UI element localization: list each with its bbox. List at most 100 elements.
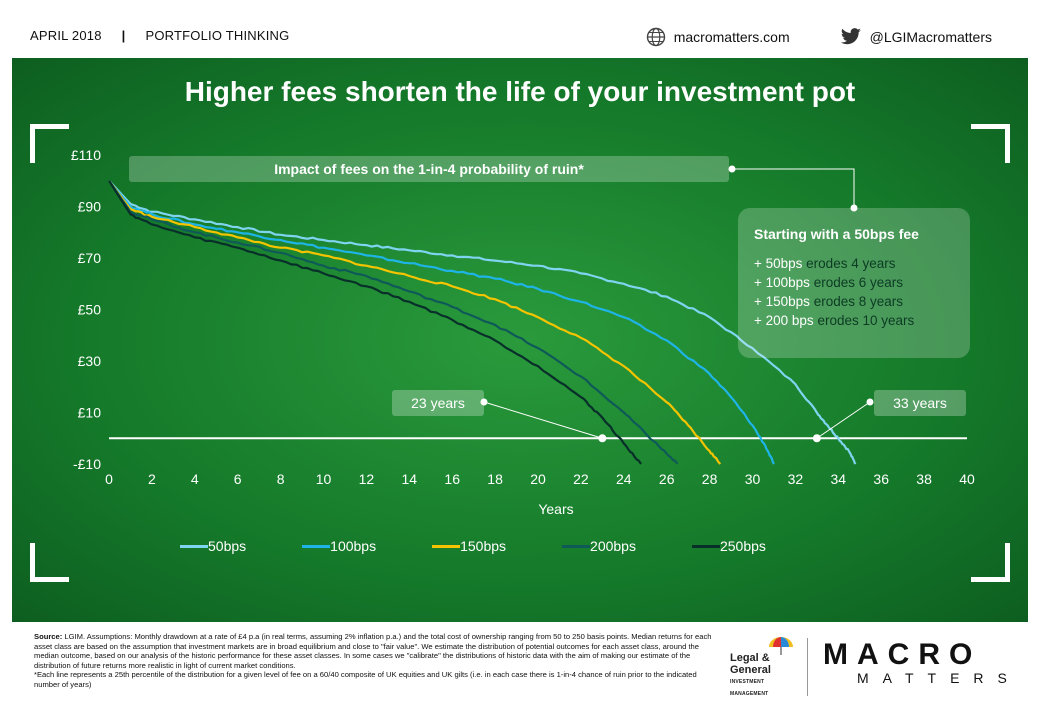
annotation-23-years: 23 years — [392, 390, 484, 416]
y-tick-label: £10 — [78, 405, 102, 421]
footer: Source: LGIM. Assumptions: Monthly drawd… — [12, 626, 1028, 710]
logo-divider — [807, 638, 808, 696]
x-tick-label: 10 — [316, 471, 332, 487]
legend-swatch — [691, 544, 720, 548]
frame-corner-bottom-left — [30, 543, 69, 582]
impact-label: Impact of fees on the 1-in-4 probability… — [129, 156, 729, 182]
source-note: Source: LGIM. Assumptions: Monthly drawd… — [34, 632, 714, 690]
callout-text: erodes 4 years — [802, 256, 896, 271]
legend-label: 50bps — [208, 538, 247, 554]
callout-item: + 50bps erodes 4 years — [754, 254, 970, 273]
x-tick-label: 40 — [959, 471, 975, 487]
globe-icon — [646, 27, 665, 47]
twitter-bird-icon — [840, 28, 861, 45]
header-section: PORTFOLIO THINKING — [145, 28, 290, 43]
callout-box: Starting with a 50bps fee + 50bps erodes… — [738, 208, 970, 358]
source-text: LGIM. Assumptions: Monthly drawdown at a… — [34, 632, 712, 670]
ruin-point-33 — [812, 434, 821, 443]
legend-label: 200bps — [590, 538, 636, 554]
connector-dot — [480, 398, 488, 406]
header-right: macromatters.com @LGIMacromatters — [646, 27, 992, 47]
series-line-150bps — [108, 180, 722, 465]
callout-item: + 150bps erodes 8 years — [754, 292, 970, 311]
x-tick-label: 22 — [573, 471, 589, 487]
y-tick-label: -£10 — [73, 456, 101, 472]
legend-swatch — [432, 544, 461, 548]
x-tick-label: 38 — [916, 471, 932, 487]
callout-fee: + 50bps — [754, 256, 803, 271]
lg-logo-line1: Legal & — [730, 652, 770, 664]
x-axis-label: Years — [538, 501, 573, 517]
mm-logo-top: MACRO — [823, 638, 982, 671]
series-line-200bps — [108, 180, 679, 465]
frame-corner-top-right — [971, 124, 1010, 163]
callout-list: + 50bps erodes 4 years + 100bps erodes 6… — [738, 254, 970, 330]
legend-item-100bps: 100bps — [302, 538, 376, 554]
x-tick-label: 12 — [359, 471, 375, 487]
x-tick-label: 6 — [234, 471, 242, 487]
x-tick-label: 8 — [277, 471, 285, 487]
x-tick-label: 16 — [444, 471, 460, 487]
callout-text: erodes 6 years — [809, 275, 903, 290]
x-tick-label: 28 — [702, 471, 718, 487]
x-tick-label: 24 — [616, 471, 632, 487]
series-line-250bps — [108, 180, 642, 465]
header-bar: APRIL 2018 | PORTFOLIO THINKING macromatte… — [12, 10, 1028, 60]
y-tick-label: £50 — [78, 302, 102, 318]
annotation-connectors — [480, 165, 874, 443]
connector-dot — [850, 204, 858, 212]
x-tick-label: 26 — [659, 471, 675, 487]
callout-heading: Starting with a 50bps fee — [754, 226, 919, 242]
mm-logo-bottom: MATTERS — [857, 670, 1021, 686]
impact-connector — [732, 168, 855, 208]
annotation-33-years: 33 years — [874, 390, 966, 416]
legend: 50bps 100bps 150bps 200bps 250bps — [180, 538, 766, 554]
ruin-point-23 — [598, 434, 607, 443]
connector-dot — [728, 165, 736, 173]
legend-item-200bps: 200bps — [562, 538, 636, 554]
callout-text: erodes 8 years — [809, 294, 903, 309]
x-tick-label: 30 — [745, 471, 761, 487]
x-tick-label: 4 — [191, 471, 199, 487]
x-tick-label: 0 — [105, 471, 113, 487]
legend-swatch — [180, 544, 208, 548]
x-tick-label: 20 — [530, 471, 546, 487]
legend-swatch — [562, 544, 591, 548]
legend-item-150bps: 150bps — [432, 538, 506, 554]
chart-panel: Higher fees shorten the life of your inv… — [12, 58, 1028, 622]
x-tick-label: 34 — [831, 471, 847, 487]
connector-dot — [866, 398, 874, 406]
website-link[interactable]: macromatters.com — [646, 27, 790, 47]
connector-23 — [483, 401, 603, 439]
callout-text: erodes 10 years — [813, 313, 915, 328]
frame-corner-bottom-right — [971, 543, 1010, 582]
website-text: macromatters.com — [673, 29, 790, 45]
x-tick-label: 32 — [788, 471, 804, 487]
lg-logo-line2: General — [730, 664, 771, 676]
x-tick-label: 36 — [873, 471, 889, 487]
umbrella-icon — [769, 637, 793, 655]
chart-title: Higher fees shorten the life of your inv… — [184, 76, 856, 107]
footnote: *Each line represents a 25th percentile … — [34, 670, 697, 689]
series-lines — [108, 180, 857, 465]
y-tick-label: £110 — [71, 147, 101, 163]
callout-fee: + 100bps — [754, 275, 810, 290]
lg-logo-line3: INVESTMENT MANAGEMENT — [730, 679, 769, 697]
header-date: APRIL 2018 — [30, 28, 102, 43]
line-chart: £110£90£70£50£30£10-£10 0 2 4 6 8 10 12 14 16 18 2… — [71, 147, 975, 517]
x-axis-ticks: 0 2 4 6 8 10 12 14 16 18 20 22 24 26 28 30 32 34 36 38 40 — [105, 437, 975, 487]
legend-item-250bps: 250bps — [691, 538, 766, 554]
callout-fee: + 200 bps — [754, 313, 814, 328]
legend-label: 100bps — [330, 538, 377, 554]
callout-item: + 200 bps erodes 10 years — [754, 311, 970, 330]
legend-item-50bps: 50bps — [180, 538, 246, 554]
twitter-handle: @LGIMacromatters — [869, 29, 992, 45]
macro-matters-logo: MACRO MATTERS — [823, 638, 1021, 686]
twitter-link[interactable]: @LGIMacromatters — [840, 28, 992, 46]
legal-general-logo: Legal & General INVESTMENT MANAGEMENT — [730, 637, 800, 700]
connector-33 — [816, 401, 871, 439]
source-label: Source: — [34, 632, 63, 641]
header-separator: | — [121, 28, 126, 43]
series-line-50bps — [108, 180, 857, 465]
y-tick-label: £30 — [78, 353, 102, 369]
